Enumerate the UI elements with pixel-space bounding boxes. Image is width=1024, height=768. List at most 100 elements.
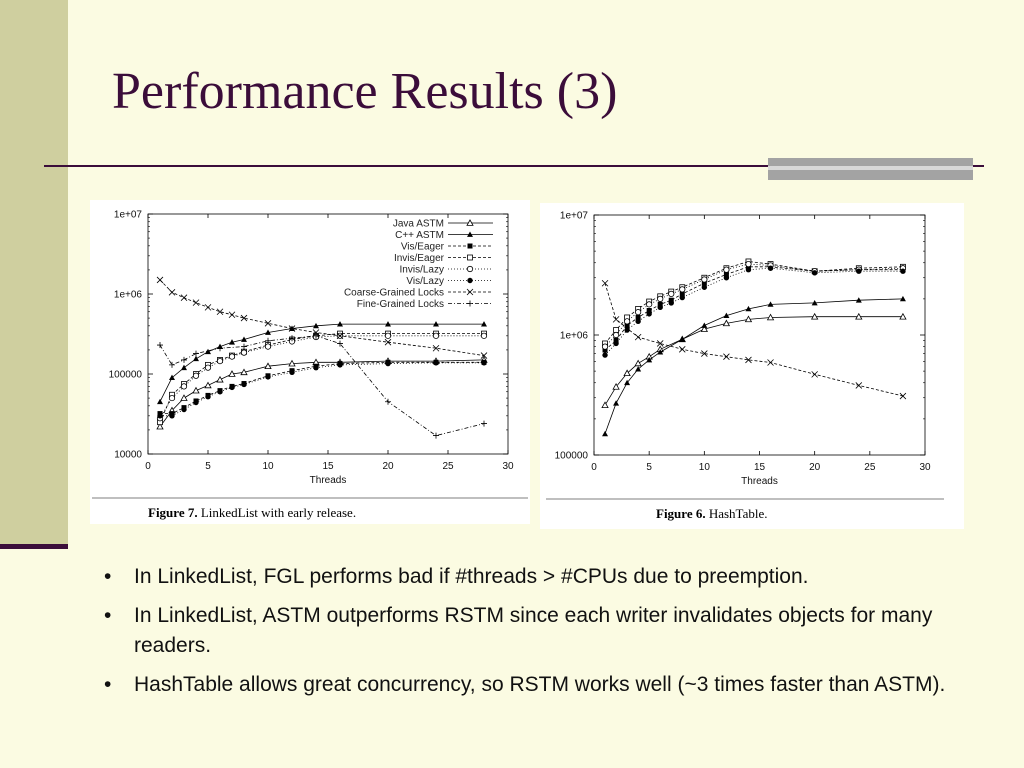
data-point-java-astm xyxy=(722,319,731,327)
series-vis-lazy xyxy=(157,360,487,419)
data-point-coarse-grained-locks xyxy=(767,359,774,366)
data-point-coarse-grained-locks xyxy=(216,308,224,316)
data-point-vis-eager xyxy=(602,347,608,353)
data-point-coarse-grained-locks xyxy=(180,294,188,301)
y-tick-label: 1e+07 xyxy=(560,211,589,222)
data-point-vis-eager xyxy=(701,280,707,286)
data-point-fine-grained-locks xyxy=(289,335,295,342)
data-point-fine-grained-locks xyxy=(241,343,247,350)
data-point-invis-lazy xyxy=(204,364,212,371)
data-point-c-astm xyxy=(646,356,653,363)
data-point-invis-lazy xyxy=(264,343,272,350)
series-coarse-grained-locks xyxy=(156,276,488,359)
series-line-c-astm xyxy=(604,298,903,435)
data-point-java-astm xyxy=(288,359,296,367)
data-point-java-astm xyxy=(623,369,631,377)
data-point-coarse-grained-locks xyxy=(612,316,620,323)
data-point-c-astm xyxy=(613,400,620,406)
series-coarse-grained-locks xyxy=(601,279,907,400)
data-point-vis-lazy xyxy=(856,268,862,274)
data-point-c-astm xyxy=(899,295,906,302)
data-point-fine-grained-locks xyxy=(337,340,343,347)
data-point-coarse-grained-locks xyxy=(678,346,686,353)
data-point-c-astm xyxy=(701,322,708,328)
legend-label: Invis/Lazy xyxy=(400,265,444,276)
data-point-c-astm xyxy=(229,339,235,345)
data-point-c-astm xyxy=(265,329,271,335)
data-point-coarse-grained-locks xyxy=(723,353,730,360)
data-point-c-astm xyxy=(481,321,487,327)
data-point-invis-lazy xyxy=(432,332,440,339)
data-point-coarse-grained-locks xyxy=(855,382,863,389)
data-point-invis-lazy xyxy=(624,318,631,325)
data-point-coarse-grained-locks xyxy=(168,289,176,296)
data-point-c-astm xyxy=(205,348,211,355)
legend-marker xyxy=(467,300,473,307)
data-point-vis-lazy xyxy=(385,360,391,367)
title-rule-accent xyxy=(768,158,973,180)
legend-label: Java ASTM xyxy=(393,219,444,230)
series-vis-lazy xyxy=(602,265,906,358)
data-point-fine-grained-locks xyxy=(433,432,439,439)
data-point-c-astm xyxy=(385,321,391,327)
legend-label: C++ ASTM xyxy=(395,230,444,241)
legend-marker xyxy=(467,243,473,249)
data-point-vis-eager xyxy=(646,308,652,314)
data-point-java-astm xyxy=(612,382,620,390)
data-point-vis-lazy xyxy=(701,284,708,290)
data-point-vis-lazy xyxy=(668,300,674,306)
bullet-item: • HashTable allows great concurrency, so … xyxy=(104,670,984,700)
data-point-java-astm xyxy=(228,370,236,377)
data-point-vis-lazy xyxy=(289,369,295,376)
caption-text: LinkedList with early release. xyxy=(201,505,356,520)
data-point-c-astm xyxy=(811,299,818,306)
series-line-java-astm xyxy=(604,316,903,406)
data-point-java-astm xyxy=(156,422,164,430)
x-tick-label: 10 xyxy=(699,462,711,473)
data-point-invis-lazy xyxy=(216,357,224,365)
data-point-c-astm xyxy=(433,321,439,327)
figure-7: 0 5 10 15 20 25 30 10000 100000 1e+06 1e+07 Threads… xyxy=(90,200,530,524)
data-point-coarse-grained-locks xyxy=(701,350,708,357)
y-tick-label: 100000 xyxy=(555,451,589,462)
data-point-fine-grained-locks xyxy=(169,361,175,368)
data-point-java-astm xyxy=(700,325,709,332)
y-tick-label: 1e+06 xyxy=(560,331,589,342)
legend-marker xyxy=(466,288,474,296)
caption-label: Figure 6. xyxy=(656,506,709,521)
data-point-vis-lazy xyxy=(811,270,818,276)
data-point-fine-grained-locks xyxy=(181,356,187,363)
data-point-c-astm xyxy=(181,364,187,371)
data-point-fine-grained-locks xyxy=(481,420,487,427)
series-invis-eager xyxy=(157,330,487,426)
data-point-vis-eager xyxy=(635,314,641,320)
data-point-vis-lazy xyxy=(205,394,211,400)
data-point-coarse-grained-locks xyxy=(745,356,752,364)
figure-caption: Figure 7. LinkedList with early release. xyxy=(148,505,356,520)
data-point-c-astm xyxy=(679,336,686,342)
data-point-invis-lazy xyxy=(240,349,248,356)
data-point-vis-lazy xyxy=(313,364,319,371)
data-point-coarse-grained-locks xyxy=(601,279,609,287)
data-point-fine-grained-locks xyxy=(385,398,391,405)
data-point-vis-eager xyxy=(723,271,729,277)
data-point-vis-eager xyxy=(679,291,685,297)
data-point-vis-lazy xyxy=(745,267,752,273)
data-point-java-astm xyxy=(810,312,819,320)
data-point-invis-lazy xyxy=(601,343,609,350)
legend-label: Invis/Eager xyxy=(394,253,445,264)
data-point-vis-lazy xyxy=(337,362,343,368)
figure-caption: Figure 6. HashTable. xyxy=(656,506,768,521)
data-point-vis-lazy xyxy=(481,360,487,366)
series-line-vis-lazy xyxy=(160,362,484,417)
data-point-c-astm xyxy=(635,366,642,372)
x-tick-label: 5 xyxy=(646,462,652,473)
data-point-invis-lazy xyxy=(228,353,236,360)
series-c-astm xyxy=(602,295,906,437)
x-tick-label: 10 xyxy=(262,461,274,472)
data-point-vis-eager xyxy=(668,297,674,303)
y-tick-label: 100000 xyxy=(109,370,143,381)
data-point-vis-lazy xyxy=(602,352,608,358)
y-tick-label: 1e+07 xyxy=(114,210,143,221)
legend-marker xyxy=(467,231,473,237)
